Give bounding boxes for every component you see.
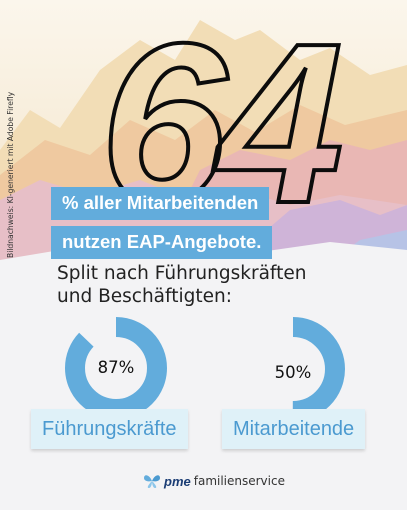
donut-value-fuehrungskraefte: 87% xyxy=(97,358,135,377)
category-label-mitarbeitende: Mitarbeitende xyxy=(222,409,366,449)
donut-chart-fuehrungskraefte: 87% xyxy=(64,316,168,420)
logo-suffix-text: familienservice xyxy=(193,474,285,488)
headline-line-1: % aller Mitarbeitenden xyxy=(51,187,270,220)
subtitle-line-1: Split nach Führungskräften xyxy=(57,263,307,284)
pme-logo: pme familienservice xyxy=(143,470,285,492)
logo-brand-text: pme xyxy=(164,473,191,489)
donut-value-mitarbeitende: 50% xyxy=(274,363,312,382)
category-label-fuehrungskraefte: Führungskräfte xyxy=(31,409,188,449)
headline-line-2: nutzen EAP-Angebote. xyxy=(51,226,273,259)
donut-chart-mitarbeitende: 50% xyxy=(240,316,346,422)
butterfly-logo-icon xyxy=(144,475,160,488)
subtitle: Split nach Führungskräften und Beschäfti… xyxy=(57,262,306,308)
image-credit: Bildnachweis: KI-generiert mit Adobe Fir… xyxy=(6,91,15,258)
subtitle-line-2: und Beschäftigten: xyxy=(57,286,232,307)
